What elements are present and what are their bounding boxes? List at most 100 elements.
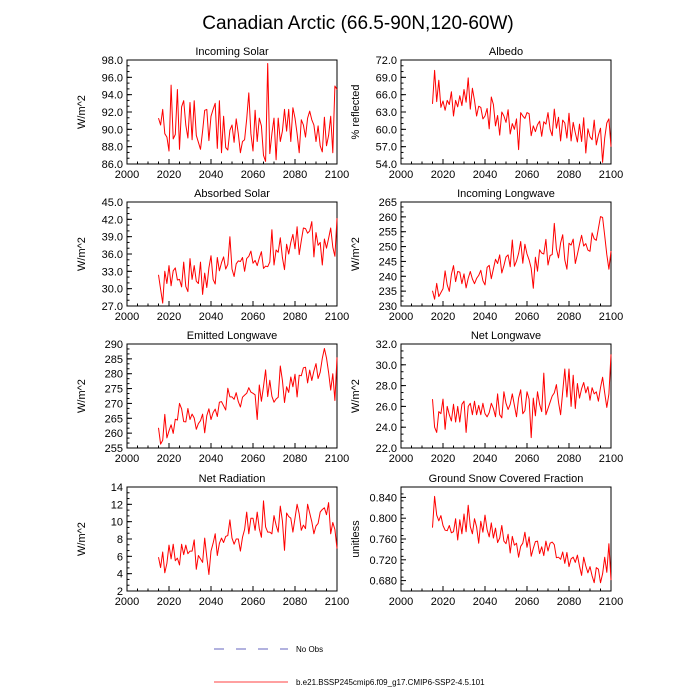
albedo-ytick-label: 57.0 xyxy=(376,142,397,154)
albedo-series-line xyxy=(432,69,612,163)
absorbed-solar-ytick-label: 36.0 xyxy=(102,249,123,261)
net-radiation-xtick-label: 2100 xyxy=(325,596,349,608)
incoming-solar-xtick-label: 2080 xyxy=(283,169,307,181)
ground-snow-covered-fraction-xtick-label: 2100 xyxy=(599,596,623,608)
net-radiation-xtick-label: 2040 xyxy=(199,596,223,608)
net-radiation-ytick-label: 2 xyxy=(117,586,123,598)
incoming-solar-ytick-label: 96.0 xyxy=(102,72,123,84)
absorbed-solar-xtick-label: 2040 xyxy=(199,311,223,323)
incoming-longwave-ytick-label: 260 xyxy=(379,212,397,224)
albedo-plot-frame xyxy=(400,59,612,165)
incoming-solar-ytick-label: 90.0 xyxy=(102,124,123,136)
ground-snow-covered-fraction-plot-frame xyxy=(400,486,612,592)
albedo-xtick-label: 2020 xyxy=(431,169,455,181)
incoming-longwave-xtick-label: 2100 xyxy=(599,311,623,323)
absorbed-solar-xtick-label: 2020 xyxy=(157,311,181,323)
chart-emitted-longwave: Emitted Longwave W/m^2 2000 2020 2040 2060 208… xyxy=(76,330,349,465)
net-longwave-xtick-label: 2100 xyxy=(599,453,623,465)
net-radiation-ytick-label: 6 xyxy=(117,551,123,563)
albedo-xtick-label: 2000 xyxy=(389,169,413,181)
absorbed-solar-series-line xyxy=(158,218,338,304)
emitted-longwave-xtick-label: 2040 xyxy=(199,453,223,465)
ground-snow-covered-fraction-ytick-label: 0.720 xyxy=(369,555,397,567)
net-radiation-title: Net Radiation xyxy=(199,473,266,485)
incoming-longwave-title: Incoming Longwave xyxy=(457,188,555,200)
ground-snow-covered-fraction-ylabel: unitless xyxy=(350,520,362,558)
incoming-longwave-ytick-label: 245 xyxy=(379,256,397,268)
ground-snow-covered-fraction-xtick-label: 2020 xyxy=(431,596,455,608)
net-longwave-xtick-label: 2080 xyxy=(557,453,581,465)
emitted-longwave-series-line xyxy=(158,348,338,445)
emitted-longwave-plot-frame xyxy=(126,343,338,449)
ground-snow-covered-fraction-xtick-label: 2000 xyxy=(389,596,413,608)
incoming-longwave-ytick-label: 240 xyxy=(379,271,397,283)
net-radiation-ytick-label: 12 xyxy=(111,499,123,511)
albedo-ytick-label: 66.0 xyxy=(376,90,397,102)
emitted-longwave-ytick-label: 265 xyxy=(105,413,123,425)
absorbed-solar-xtick-label: 2100 xyxy=(325,311,349,323)
absorbed-solar-ytick-label: 42.0 xyxy=(102,214,123,226)
emitted-longwave-ytick-label: 290 xyxy=(105,339,123,351)
incoming-longwave-ytick-label: 265 xyxy=(379,197,397,209)
net-radiation-xtick-label: 2060 xyxy=(241,596,265,608)
legend-label-no-obs: No Obs xyxy=(296,645,323,654)
ground-snow-covered-fraction-series-line xyxy=(432,495,612,584)
incoming-solar-xtick-label: 2100 xyxy=(325,169,349,181)
albedo-ytick-label: 72.0 xyxy=(376,55,397,67)
emitted-longwave-ytick-label: 260 xyxy=(105,428,123,440)
emitted-longwave-ytick-label: 270 xyxy=(105,398,123,410)
ground-snow-covered-fraction-xtick-label: 2040 xyxy=(473,596,497,608)
albedo-xtick-label: 2040 xyxy=(473,169,497,181)
net-longwave-ytick-label: 26.0 xyxy=(376,401,397,413)
albedo-ytick-label: 63.0 xyxy=(376,107,397,119)
incoming-longwave-xtick-label: 2000 xyxy=(389,311,413,323)
emitted-longwave-ylabel: W/m^2 xyxy=(76,379,88,413)
incoming-longwave-xtick-label: 2040 xyxy=(473,311,497,323)
incoming-longwave-ytick-label: 230 xyxy=(379,301,397,313)
net-longwave-title: Net Longwave xyxy=(471,330,541,342)
incoming-solar-ytick-label: 86.0 xyxy=(102,159,123,171)
absorbed-solar-ytick-label: 30.0 xyxy=(102,284,123,296)
incoming-longwave-plot-frame xyxy=(400,201,612,307)
emitted-longwave-ytick-label: 280 xyxy=(105,369,123,381)
emitted-longwave-xtick-label: 2000 xyxy=(115,453,139,465)
chart-net-longwave: Net Longwave W/m^2 2000 2020 2040 2060 2080 210… xyxy=(350,330,623,465)
albedo-xtick-label: 2100 xyxy=(599,169,623,181)
incoming-solar-xtick-label: 2000 xyxy=(115,169,139,181)
ground-snow-covered-fraction-xtick-label: 2060 xyxy=(515,596,539,608)
net-longwave-ytick-label: 32.0 xyxy=(376,339,397,351)
net-longwave-ytick-label: 30.0 xyxy=(376,360,397,372)
albedo-xtick-label: 2060 xyxy=(515,169,539,181)
net-longwave-xtick-label: 2060 xyxy=(515,453,539,465)
net-longwave-ytick-label: 28.0 xyxy=(376,381,397,393)
absorbed-solar-ytick-label: 39.0 xyxy=(102,232,123,244)
albedo-ytick-label: 54.0 xyxy=(376,159,397,171)
net-longwave-xtick-label: 2040 xyxy=(473,453,497,465)
absorbed-solar-title: Absorbed Solar xyxy=(194,188,270,200)
net-longwave-xtick-label: 2020 xyxy=(431,453,455,465)
chart-incoming-solar: Incoming Solar W/m^2 2000 2020 2040 2060 2080 2… xyxy=(76,46,349,181)
albedo-xtick-label: 2080 xyxy=(557,169,581,181)
ground-snow-covered-fraction-xtick-label: 2080 xyxy=(557,596,581,608)
ground-snow-covered-fraction-ytick-label: 0.760 xyxy=(369,534,397,546)
emitted-longwave-xtick-label: 2060 xyxy=(241,453,265,465)
incoming-solar-ytick-label: 88.0 xyxy=(102,142,123,154)
ground-snow-covered-fraction-ytick-label: 0.840 xyxy=(369,492,397,504)
ground-snow-covered-fraction-title: Ground Snow Covered Fraction xyxy=(429,473,584,485)
net-longwave-ytick-label: 24.0 xyxy=(376,422,397,434)
albedo-ylabel: % reflected xyxy=(350,84,362,139)
absorbed-solar-ytick-label: 33.0 xyxy=(102,266,123,278)
incoming-longwave-series-line xyxy=(432,216,612,300)
net-longwave-ylabel: W/m^2 xyxy=(350,379,362,413)
legend-label-model: b.e21.BSSP245cmip6.f09_g17.CMIP6-SSP2-4.… xyxy=(296,678,485,687)
emitted-longwave-title: Emitted Longwave xyxy=(187,330,278,342)
net-radiation-ytick-label: 10 xyxy=(111,517,123,529)
figure-title: Canadian Arctic (66.5-90N,120-60W) xyxy=(202,13,514,34)
net-radiation-xtick-label: 2080 xyxy=(283,596,307,608)
net-radiation-series-line xyxy=(158,500,338,575)
emitted-longwave-ytick-label: 255 xyxy=(105,443,123,455)
absorbed-solar-ylabel: W/m^2 xyxy=(76,237,88,271)
incoming-longwave-xtick-label: 2080 xyxy=(557,311,581,323)
